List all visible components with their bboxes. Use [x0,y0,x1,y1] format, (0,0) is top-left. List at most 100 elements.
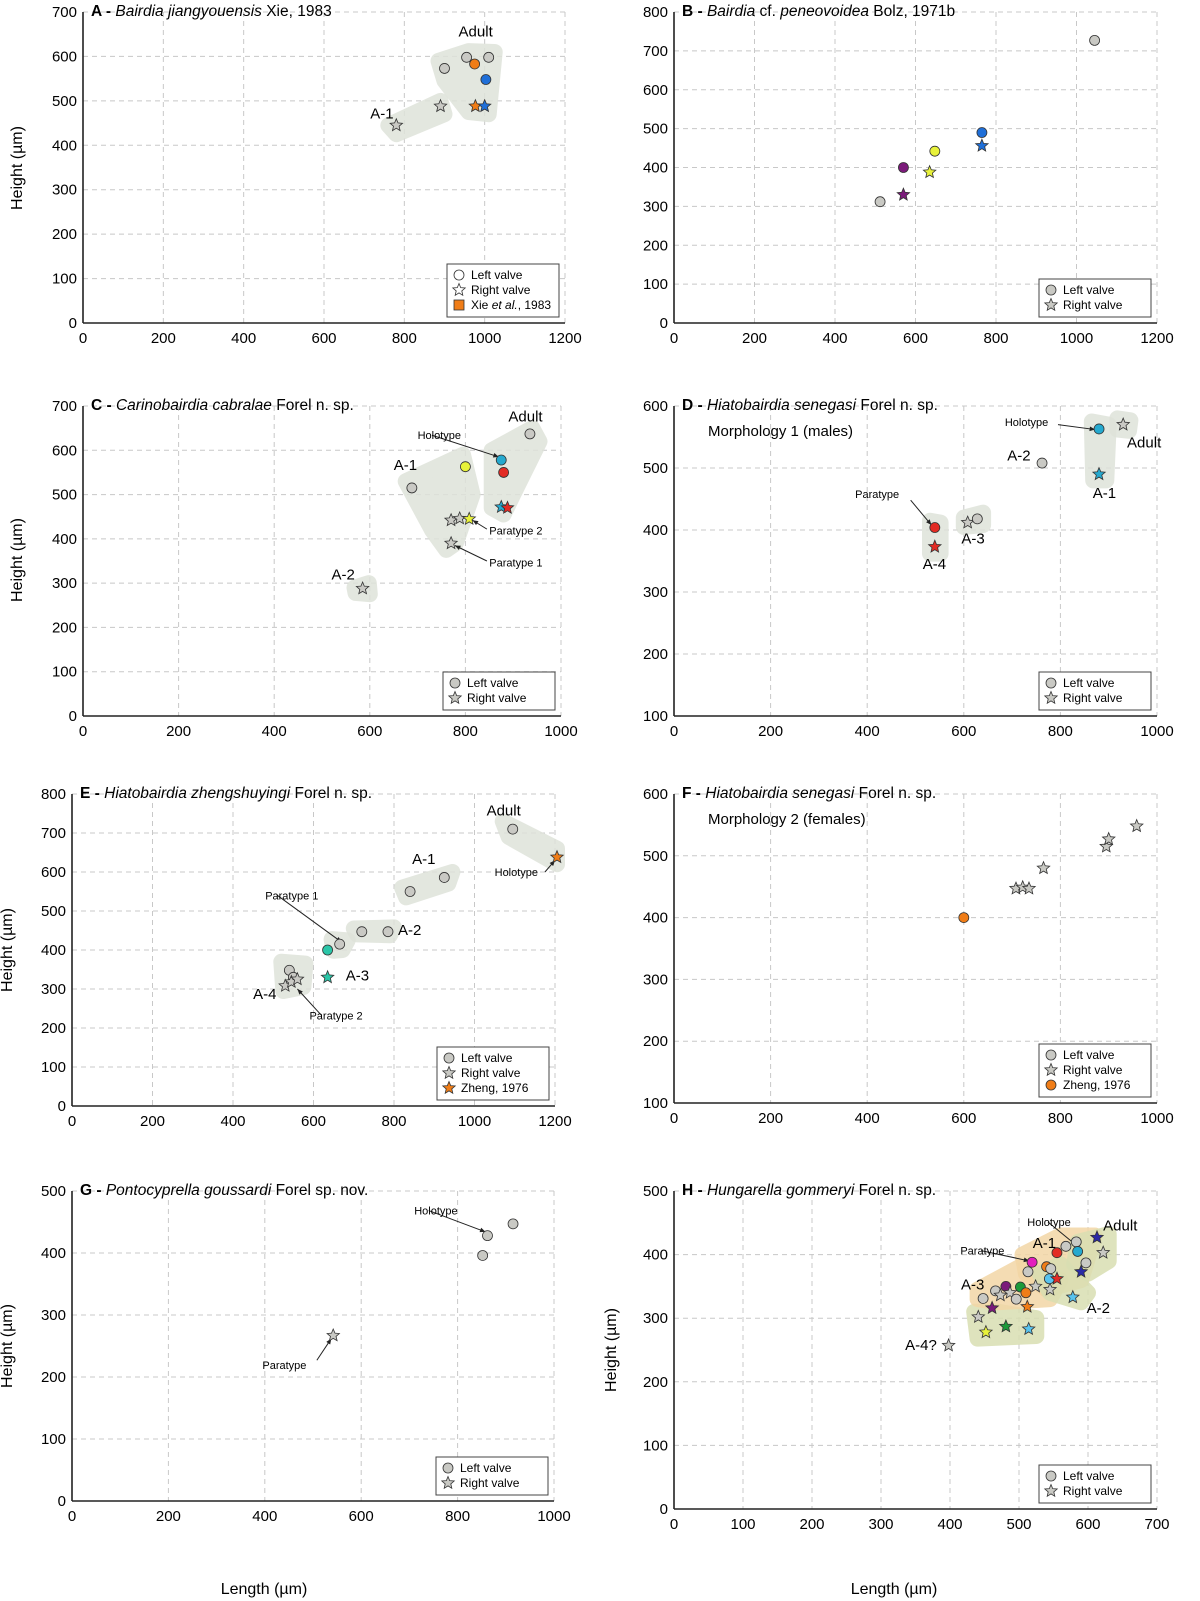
annotation-label: A-1 [412,851,435,868]
legend-box [446,263,560,318]
legend-label: Right valve [1063,298,1123,312]
legend-box [442,671,556,711]
x-tick-label: 600 [903,330,928,347]
data-point [438,872,450,883]
y-tick-label: 500 [52,487,77,504]
author-text: Forel n. sp. [854,1182,936,1199]
data-point [1089,1229,1105,1244]
data-point [549,849,565,864]
data-point [1020,1299,1035,1313]
data-point [898,162,909,173]
data-point [524,428,536,440]
y-tick-label: 200 [41,1369,66,1386]
y-tick-label: 200 [643,1033,668,1050]
growth-stage-region [1083,413,1117,489]
author-text: Forel n. sp. [856,397,938,414]
legend-label: Left valve [1063,1048,1115,1062]
y-tick-label: 600 [41,864,66,881]
y-tick-label: 300 [41,981,66,998]
y-tick-label: 400 [643,1247,668,1264]
legend-label: Zheng, 1976 [1063,1078,1131,1092]
legend-box [1038,278,1152,318]
legend-label: Right valve [471,283,531,297]
y-tick-label: 500 [41,1183,66,1200]
data-point [1065,1289,1080,1304]
panel-letter: G - [80,1182,106,1199]
species-epithet: peneovoidea [779,3,869,20]
data-point [404,886,416,897]
data-point [477,98,492,113]
legend-text: Left valve [1063,283,1115,297]
x-tick-label: 1200 [548,330,581,347]
legend-text: Right valve [1063,691,1123,705]
x-tick-label: 0 [79,330,87,347]
data-point [507,1218,519,1230]
x-tick-label: 600 [951,1110,976,1127]
y-tick-label: 300 [52,182,77,199]
legend-marker [1043,690,1059,705]
data-point [971,1309,986,1324]
x-tick-label: 1000 [1140,723,1173,740]
annotation-label: Paratype [855,489,899,501]
data-point [322,944,333,956]
y-tick-label: 100 [41,1431,66,1448]
x-tick-label: 300 [868,1516,893,1533]
annotation-arrow [297,988,322,1016]
x-tick-label: 0 [670,330,678,347]
legend-text: Right valve [1063,1063,1123,1077]
data-point [356,926,368,938]
legend-text: Right valve [1063,298,1123,312]
annotation-label: A-4 [923,556,946,573]
y-tick-label: 500 [643,121,668,138]
annotation-label: Adult [1127,435,1162,452]
x-tick-label: 400 [220,1113,245,1130]
annotation-label: Paratype [262,1360,306,1372]
data-point [1021,1321,1036,1336]
arrow-head [1089,426,1096,432]
legend-marker [453,269,465,281]
legend-marker [451,282,467,297]
data-point [495,454,507,466]
annotation-label: Holotype [418,430,461,442]
legend-marker [449,677,461,689]
legend-marker [1043,297,1059,312]
legend-marker [1045,677,1057,689]
y-tick-label: 500 [41,903,66,920]
legend-label: Left valve [460,1461,512,1475]
data-point [1060,1240,1072,1252]
legend-label: Right valve [467,691,527,705]
annotation-label: Paratype 1 [265,890,318,902]
y-tick-label: 0 [69,708,77,725]
y-axis-label: Height (µm) [0,908,16,992]
x-tick-label: 400 [231,330,256,347]
x-tick-label: 0 [79,723,87,740]
y-tick-label: 300 [643,971,668,988]
annotation-label: A-4 [253,986,276,1003]
annotation-label: Adult [1103,1217,1138,1234]
legend-text: Left valve [1063,1469,1115,1483]
legend-text: Zheng, 1976 [1063,1078,1131,1092]
arrow-head [472,520,479,526]
panel-subtitle: Morphology 2 (females) [708,811,866,828]
legend-marker [447,690,463,705]
data-point [896,187,911,201]
data-point [498,467,510,478]
arrow-head [479,1227,486,1233]
data-point [1036,860,1051,875]
growth-stage-region [483,420,548,523]
legend-text: Left valve [1063,1048,1115,1062]
annotation-label: Holotype [1005,417,1048,429]
legend-marker [1045,1079,1057,1091]
author-text: Bolz, 1971b [869,3,955,20]
legend-marker [1045,284,1057,296]
annotation-label: Paratype [960,1246,1004,1258]
y-tick-label: 100 [52,664,77,681]
data-point [1089,34,1101,46]
y-tick-label: 500 [52,93,77,110]
growth-stage-region [380,92,453,143]
y-tick-label: 100 [643,276,668,293]
legend-text: Left valve [467,676,519,690]
data-point [320,969,335,984]
annotation-arrow [428,1210,486,1233]
data-point [1045,1263,1057,1274]
